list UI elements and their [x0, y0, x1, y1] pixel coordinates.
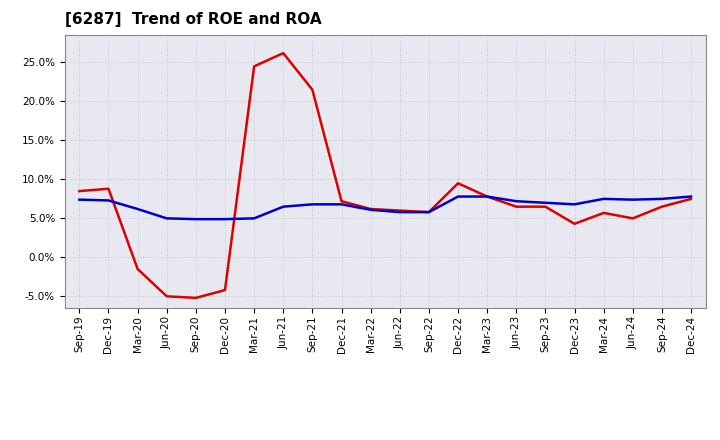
ROA: [425, 209, 433, 215]
ROA: [541, 200, 550, 205]
ROE: [133, 266, 142, 271]
ROA: [599, 196, 608, 202]
ROA: [75, 197, 84, 202]
ROA: [163, 216, 171, 221]
ROE: [250, 64, 258, 69]
ROE: [425, 209, 433, 215]
ROA: [512, 198, 521, 204]
ROE: [337, 198, 346, 204]
Line: ROA: ROA: [79, 197, 691, 219]
ROA: [570, 202, 579, 207]
ROE: [483, 194, 492, 199]
ROA: [192, 216, 200, 222]
ROE: [366, 206, 375, 212]
ROA: [657, 196, 666, 202]
ROA: [366, 207, 375, 213]
ROA: [308, 202, 317, 207]
ROA: [250, 216, 258, 221]
ROE: [104, 186, 113, 191]
ROE: [220, 287, 229, 293]
ROE: [541, 204, 550, 209]
ROA: [220, 216, 229, 222]
ROA: [279, 204, 287, 209]
ROA: [483, 194, 492, 199]
ROA: [454, 194, 462, 199]
ROA: [133, 206, 142, 212]
ROE: [599, 210, 608, 216]
ROE: [512, 204, 521, 209]
ROE: [308, 87, 317, 92]
ROE: [687, 196, 696, 202]
ROA: [337, 202, 346, 207]
ROA: [687, 194, 696, 199]
ROA: [629, 197, 637, 202]
ROE: [454, 181, 462, 186]
Text: [6287]  Trend of ROE and ROA: [6287] Trend of ROE and ROA: [65, 12, 321, 27]
Line: ROE: ROE: [79, 53, 691, 298]
ROE: [629, 216, 637, 221]
ROE: [570, 221, 579, 227]
ROE: [395, 208, 404, 213]
ROE: [163, 293, 171, 299]
ROA: [104, 198, 113, 203]
ROE: [75, 188, 84, 194]
ROE: [657, 204, 666, 209]
ROA: [395, 209, 404, 215]
ROE: [192, 295, 200, 301]
ROE: [279, 51, 287, 56]
